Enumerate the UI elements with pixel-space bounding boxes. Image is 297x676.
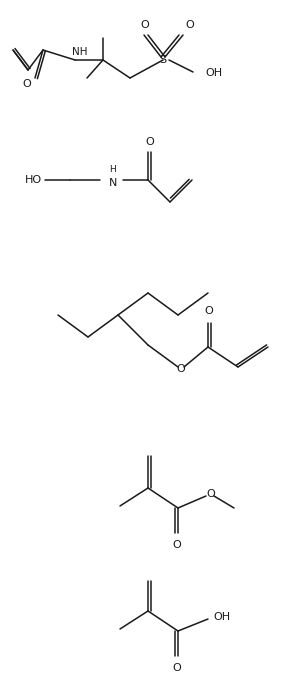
Text: OH: OH (214, 612, 230, 622)
Text: H: H (110, 164, 116, 174)
Text: N: N (109, 178, 117, 188)
Text: O: O (173, 540, 181, 550)
Text: O: O (173, 663, 181, 673)
Text: O: O (207, 489, 215, 499)
Text: O: O (23, 79, 31, 89)
Text: O: O (205, 306, 213, 316)
Text: S: S (159, 55, 167, 65)
Text: NH: NH (72, 47, 88, 57)
Text: O: O (177, 364, 185, 374)
Text: OH: OH (206, 68, 222, 78)
Text: O: O (186, 20, 194, 30)
Text: O: O (140, 20, 149, 30)
Text: HO: HO (25, 175, 42, 185)
Text: O: O (146, 137, 154, 147)
